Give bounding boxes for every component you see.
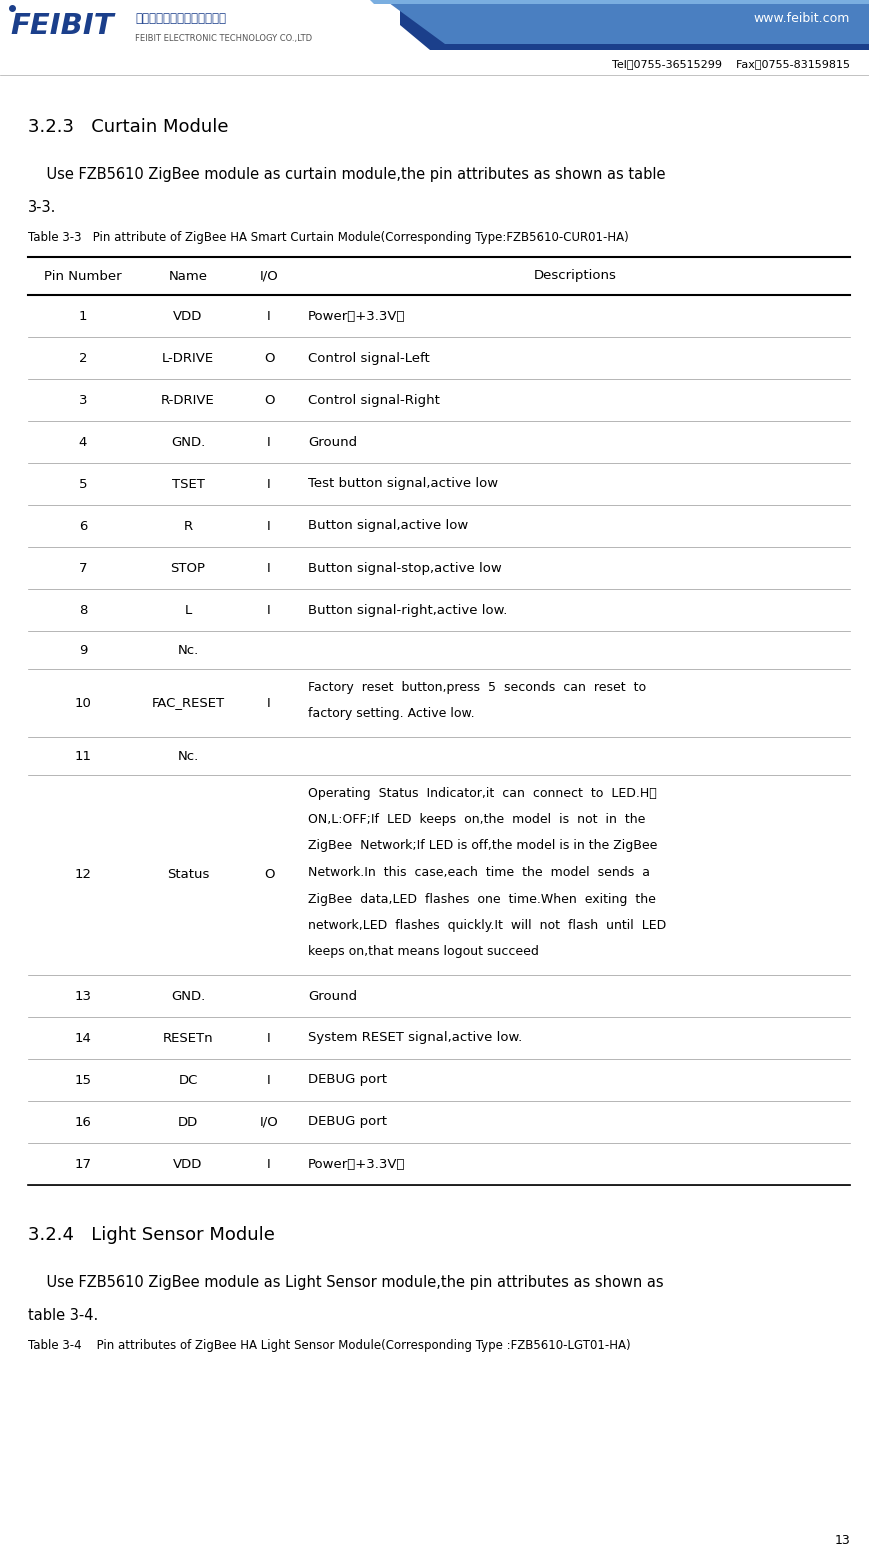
Text: I: I [267,604,271,616]
Text: Descriptions: Descriptions [534,269,616,283]
Text: I: I [267,520,271,532]
Text: 13: 13 [834,1534,850,1548]
Text: I: I [267,1074,271,1086]
Text: DC: DC [178,1074,197,1086]
Text: L: L [184,604,192,616]
Text: Use FZB5610 ZigBee module as Light Sensor module,the pin attributes as shown as: Use FZB5610 ZigBee module as Light Senso… [28,1276,664,1290]
Text: www.feibit.com: www.feibit.com [753,11,850,25]
Text: 5: 5 [79,478,87,490]
Text: 13: 13 [75,990,91,1002]
Text: 10: 10 [75,697,91,710]
Text: Power（+3.3V）: Power（+3.3V） [308,310,406,322]
Text: Operating  Status  Indicator,it  can  connect  to  LED.H：: Operating Status Indicator,it can connec… [308,786,657,800]
Text: I/O: I/O [260,1116,278,1128]
Text: DEBUG port: DEBUG port [308,1116,387,1128]
Text: ON,L:OFF;If  LED  keeps  on,the  model  is  not  in  the: ON,L:OFF;If LED keeps on,the model is no… [308,812,646,826]
Text: Table 3-3   Pin attribute of ZigBee HA Smart Curtain Module(Corresponding Type:F: Table 3-3 Pin attribute of ZigBee HA Sma… [28,230,629,243]
Text: VDD: VDD [173,310,202,322]
Text: Test button signal,active low: Test button signal,active low [308,478,498,490]
Text: I: I [267,436,271,448]
Text: DEBUG port: DEBUG port [308,1074,387,1086]
Text: DD: DD [178,1116,198,1128]
Text: Power（+3.3V）: Power（+3.3V） [308,1158,406,1170]
Text: I: I [267,1158,271,1170]
Text: Name: Name [169,269,208,283]
Text: 8: 8 [79,604,87,616]
Text: 深圳市飞比电子科技有限公司: 深圳市飞比电子科技有限公司 [135,11,226,25]
Text: Tel：0755-36515299    Fax：0755-83159815: Tel：0755-36515299 Fax：0755-83159815 [612,59,850,68]
Text: TSET: TSET [171,478,204,490]
Text: 14: 14 [75,1032,91,1044]
Text: ZigBee  data,LED  flashes  one  time.When  exiting  the: ZigBee data,LED flashes one time.When ex… [308,893,656,906]
Text: 17: 17 [75,1158,91,1170]
Text: I: I [267,562,271,574]
Text: R: R [183,520,193,532]
Text: Button signal-stop,active low: Button signal-stop,active low [308,562,501,574]
Text: I/O: I/O [260,269,278,283]
Bar [0,0,400,50]
Text: GND.: GND. [171,990,205,1002]
Text: I: I [267,478,271,490]
Text: network,LED  flashes  quickly.It  will  not  flash  until  LED: network,LED flashes quickly.It will not … [308,920,667,932]
Text: Factory  reset  button,press  5  seconds  can  reset  to: Factory reset button,press 5 seconds can… [308,680,647,694]
Text: L-DRIVE: L-DRIVE [162,352,214,364]
Text: Nc.: Nc. [177,644,199,657]
Text: Ground: Ground [308,436,357,448]
Text: Use FZB5610 ZigBee module as curtain module,the pin attributes as shown as table: Use FZB5610 ZigBee module as curtain mod… [28,168,666,182]
Text: I: I [267,697,271,710]
Text: 7: 7 [79,562,87,574]
Text: 9: 9 [79,644,87,657]
Text: 3-3.: 3-3. [28,199,56,215]
Text: System RESET signal,active low.: System RESET signal,active low. [308,1032,522,1044]
Text: Network.In  this  case,each  time  the  model  sends  a: Network.In this case,each time the model… [308,867,650,879]
Text: 11: 11 [75,750,91,762]
Text: GND.: GND. [171,436,205,448]
Text: VDD: VDD [173,1158,202,1170]
Text: Button signal-right,active low.: Button signal-right,active low. [308,604,507,616]
Text: Control signal-Right: Control signal-Right [308,394,440,406]
Text: O: O [264,352,275,364]
Text: O: O [264,868,275,882]
Text: Table 3-4    Pin attributes of ZigBee HA Light Sensor Module(Corresponding Type : Table 3-4 Pin attributes of ZigBee HA Li… [28,1338,631,1352]
Text: keeps on,that means logout succeed: keeps on,that means logout succeed [308,946,539,958]
Text: factory setting. Active low.: factory setting. Active low. [308,706,474,720]
Text: STOP: STOP [170,562,205,574]
Polygon shape [385,0,869,44]
Text: O: O [264,394,275,406]
Text: Pin Number: Pin Number [44,269,122,283]
Text: 6: 6 [79,520,87,532]
Text: 2: 2 [79,352,87,364]
Text: I: I [267,1032,271,1044]
Text: I: I [267,310,271,322]
Text: Nc.: Nc. [177,750,199,762]
Text: 3: 3 [79,394,87,406]
Text: R-DRIVE: R-DRIVE [161,394,215,406]
Text: 12: 12 [75,868,91,882]
Text: 15: 15 [75,1074,91,1086]
Polygon shape [370,0,869,5]
Polygon shape [370,0,869,50]
Text: Status: Status [167,868,209,882]
Text: ZigBee  Network;If LED is off,the model is in the ZigBee: ZigBee Network;If LED is off,the model i… [308,840,657,853]
Text: 3.2.3   Curtain Module: 3.2.3 Curtain Module [28,118,229,135]
Text: FAC_RESET: FAC_RESET [151,697,224,710]
Text: 16: 16 [75,1116,91,1128]
Text: Ground: Ground [308,990,357,1002]
Text: FEIBIT: FEIBIT [10,12,114,40]
Text: 1: 1 [79,310,87,322]
Text: Control signal-Left: Control signal-Left [308,352,430,364]
Text: 3.2.4   Light Sensor Module: 3.2.4 Light Sensor Module [28,1226,275,1243]
Text: FEIBIT ELECTRONIC TECHNOLOGY CO.,LTD: FEIBIT ELECTRONIC TECHNOLOGY CO.,LTD [135,34,312,42]
Text: 4: 4 [79,436,87,448]
Text: RESETn: RESETn [163,1032,213,1044]
Text: Button signal,active low: Button signal,active low [308,520,468,532]
Text: table 3-4.: table 3-4. [28,1307,98,1323]
